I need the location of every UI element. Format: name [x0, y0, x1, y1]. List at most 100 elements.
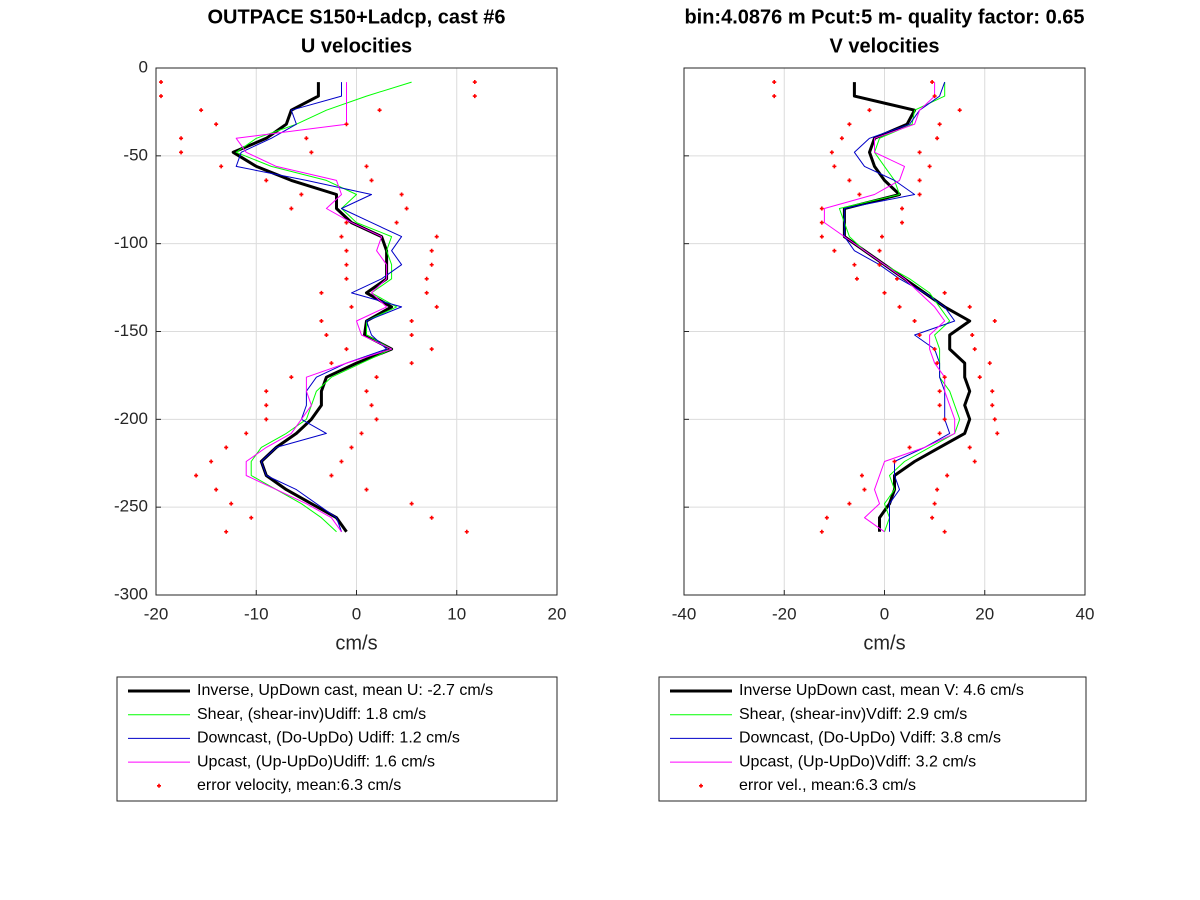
profile-line: [235, 82, 403, 532]
x-tick-label: -40: [672, 604, 697, 623]
error-point: [932, 94, 937, 99]
error-point: [344, 220, 349, 225]
error-point: [244, 431, 249, 436]
error-point: [917, 178, 922, 183]
error-point: [819, 220, 824, 225]
error-point: [364, 487, 369, 492]
chart-title: U velocities: [301, 35, 412, 57]
x-tick-label: 20: [548, 604, 567, 623]
legend-label: Inverse, UpDown cast, mean U: -2.7 cm/s: [197, 682, 493, 699]
error-point: [464, 529, 469, 534]
error-point: [995, 431, 1000, 436]
error-point: [329, 473, 334, 478]
legend-marker: [699, 783, 703, 788]
error-point: [377, 108, 382, 113]
error-point: [369, 403, 374, 408]
axes-frame: [155, 67, 558, 596]
error-point: [249, 515, 254, 520]
x-tick-label: -20: [772, 604, 797, 623]
error-point: [339, 234, 344, 239]
error-point: [935, 487, 940, 492]
error-point: [917, 333, 922, 338]
x-axis-label: cm/s: [335, 632, 377, 654]
error-point: [329, 361, 334, 366]
y-tick-label: -50: [123, 145, 148, 164]
error-point: [344, 248, 349, 253]
error-point: [214, 122, 219, 127]
error-point: [847, 501, 852, 506]
x-tick-label: 20: [975, 604, 994, 623]
error-point: [942, 290, 947, 295]
error-point: [179, 136, 184, 141]
chart-title: V velocities: [829, 35, 939, 57]
error-point: [917, 192, 922, 197]
legend-label: Shear, (shear-inv)Vdiff: 2.9 cm/s: [739, 706, 967, 723]
x-tick-label: 10: [447, 604, 466, 623]
error-point: [429, 347, 434, 352]
legend-label: Downcast, (Do-UpDo) Udiff: 1.2 cm/s: [197, 730, 460, 747]
error-point: [917, 150, 922, 155]
y-tick-label: -200: [114, 409, 148, 428]
error-point: [900, 206, 905, 211]
error-point: [429, 262, 434, 267]
error-point: [264, 403, 269, 408]
error-point: [472, 94, 477, 99]
y-tick-label: 0: [139, 57, 148, 76]
error-point: [319, 290, 324, 295]
error-point: [852, 262, 857, 267]
error-point: [935, 136, 940, 141]
legend-label: Inverse UpDown cast, mean V: 4.6 cm/s: [739, 682, 1024, 699]
error-point: [374, 375, 379, 380]
error-point: [424, 290, 429, 295]
error-point: [159, 80, 164, 85]
error-point: [264, 389, 269, 394]
error-point: [937, 389, 942, 394]
x-tick-label: -20: [144, 604, 169, 623]
legend: Inverse UpDown cast, mean V: 4.6 cm/s She…: [658, 676, 1087, 802]
x-axis-label: cm/s: [863, 632, 905, 654]
error-point: [399, 192, 404, 197]
error-point: [344, 276, 349, 281]
legend-box: [658, 676, 1087, 802]
x-tick-label: -10: [244, 604, 269, 623]
error-point: [214, 487, 219, 492]
error-point: [992, 417, 997, 422]
error-point: [434, 234, 439, 239]
error-point: [819, 234, 824, 239]
profile-line: [843, 81, 956, 532]
x-tick-label: 0: [352, 604, 361, 623]
error-point: [912, 318, 917, 323]
y-tick-label: -300: [114, 584, 148, 603]
error-point: [897, 304, 902, 309]
error-point: [987, 361, 992, 366]
error-point: [309, 150, 314, 155]
error-point: [882, 290, 887, 295]
error-point: [364, 389, 369, 394]
error-point: [927, 164, 932, 169]
error-point: [967, 445, 972, 450]
profile-line: [235, 81, 412, 533]
error-point: [862, 487, 867, 492]
error-point: [324, 333, 329, 338]
error-point: [942, 375, 947, 380]
error-point: [194, 473, 199, 478]
error-point: [942, 417, 947, 422]
error-point: [349, 445, 354, 450]
x-tick-label: 40: [1076, 604, 1095, 623]
error-point: [847, 178, 852, 183]
error-point: [344, 122, 349, 127]
error-point: [772, 80, 777, 85]
error-point: [847, 122, 852, 127]
error-point: [359, 431, 364, 436]
y-tick-label: -150: [114, 321, 148, 340]
legend-marker: [157, 783, 161, 788]
error-point: [829, 150, 834, 155]
error-point: [900, 220, 905, 225]
error-point: [409, 501, 414, 506]
error-point: [409, 318, 414, 323]
error-point: [824, 515, 829, 520]
y-tick-label: -100: [114, 233, 148, 252]
axes-frame: [683, 67, 1086, 596]
legend: Inverse, UpDown cast, mean U: -2.7 cm/s S…: [116, 676, 558, 802]
